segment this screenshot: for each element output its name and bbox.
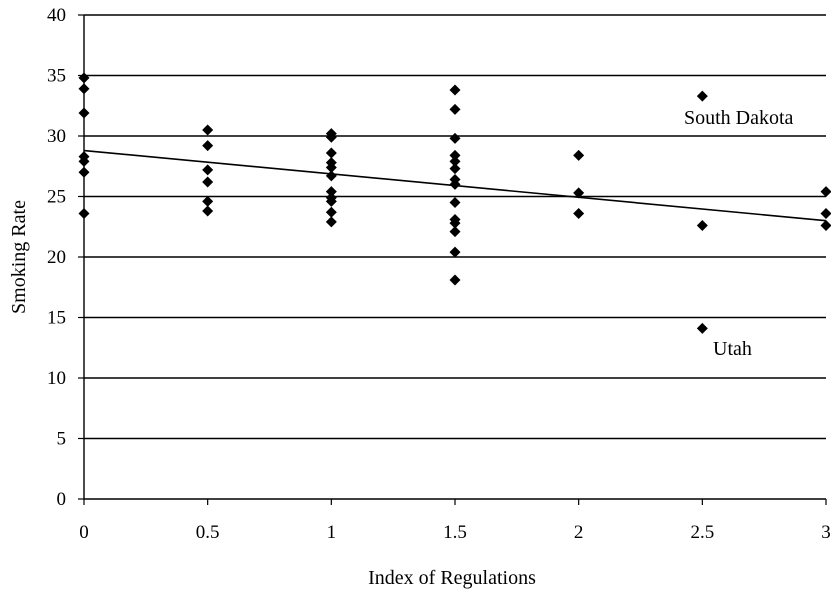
- data-point-7: [202, 124, 214, 136]
- data-point-14: [325, 131, 337, 143]
- data-point-5: [78, 166, 90, 178]
- annotation-utah: Utah: [713, 338, 752, 360]
- data-point-6: [78, 207, 90, 219]
- x-tick-label-3: 1.5: [443, 522, 467, 543]
- x-tick-label-1: 0.5: [196, 522, 220, 543]
- data-point-22: [325, 206, 337, 218]
- data-point-2: [78, 107, 90, 119]
- data-points: [78, 72, 831, 334]
- data-point-28: [449, 155, 461, 167]
- y-tick-label-0: 0: [57, 489, 67, 510]
- data-point-1: [78, 83, 90, 95]
- y-tick-label-1: 5: [57, 429, 67, 450]
- y-tick-label-4: 20: [47, 247, 66, 268]
- data-point-42: [696, 220, 708, 232]
- data-point-8: [202, 140, 214, 152]
- data-point-24: [449, 84, 461, 96]
- data-point-31: [449, 178, 461, 190]
- y-axis-title: Smoking Rate: [8, 200, 30, 314]
- x-tick-label-0: 0: [79, 522, 89, 543]
- y-tick-label-7: 35: [47, 66, 66, 87]
- data-point-0: [78, 72, 90, 84]
- data-point-18: [325, 170, 337, 182]
- data-point-17: [325, 161, 337, 173]
- annotation-south-dakota: South Dakota: [684, 107, 794, 129]
- y-tick-labels: 0 5 10 15 20 25 30 35 40: [47, 5, 66, 510]
- data-point-32: [449, 197, 461, 209]
- y-tick-label-3: 15: [47, 308, 66, 329]
- y-tick-label-6: 30: [47, 126, 66, 147]
- y-tick-label-2: 10: [47, 368, 66, 389]
- axes: [78, 14, 827, 505]
- data-point-4: [78, 155, 90, 167]
- data-point-12: [202, 205, 214, 217]
- data-point-37: [449, 274, 461, 286]
- data-point-41: [696, 90, 708, 102]
- data-point-19: [325, 186, 337, 198]
- data-point-44: [820, 186, 831, 198]
- data-point-34: [449, 217, 461, 229]
- data-point-39: [573, 187, 585, 199]
- data-point-15: [325, 147, 337, 159]
- x-tick-label-5: 2.5: [690, 522, 714, 543]
- x-tick-label-6: 3: [821, 522, 831, 543]
- data-point-35: [449, 226, 461, 238]
- x-tick-label-4: 2: [574, 522, 584, 543]
- data-point-38: [573, 149, 585, 161]
- x-tick-labels: 0 0.5 1 1.5 2 2.5 3: [79, 522, 831, 543]
- data-point-26: [449, 132, 461, 144]
- annotations: South Dakota Utah: [684, 107, 794, 360]
- data-point-9: [202, 164, 214, 176]
- data-point-21: [325, 195, 337, 207]
- data-point-10: [202, 176, 214, 188]
- data-point-23: [325, 216, 337, 228]
- data-point-27: [449, 149, 461, 161]
- data-point-43: [696, 322, 708, 334]
- data-point-46: [820, 220, 831, 232]
- data-point-36: [449, 246, 461, 258]
- x-axis-title: Index of Regulations: [368, 567, 536, 589]
- y-tick-label-5: 25: [47, 187, 66, 208]
- data-point-29: [449, 163, 461, 175]
- data-point-45: [820, 207, 831, 219]
- data-point-40: [573, 207, 585, 219]
- y-tick-label-8: 40: [47, 5, 66, 26]
- data-point-11: [202, 195, 214, 207]
- data-point-25: [449, 103, 461, 115]
- x-tick-label-2: 1: [327, 522, 337, 543]
